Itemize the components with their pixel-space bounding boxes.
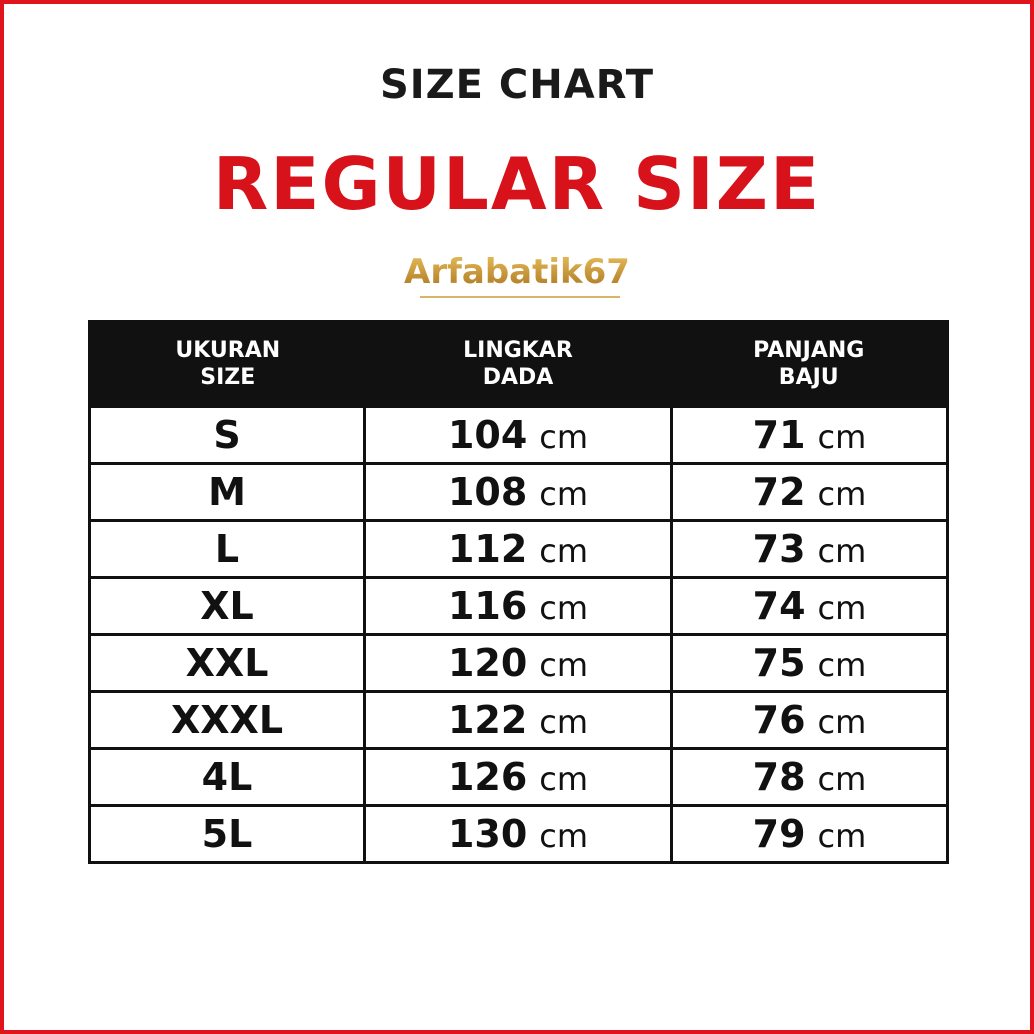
chest-cell: 112 cm [363, 519, 673, 579]
page-subtitle: REGULAR SIZE [212, 142, 822, 226]
length-cell: 73 cm [669, 519, 950, 579]
size-table: UKURAN SIZE LINGKAR DADA PANJANG BAJU S 104… [88, 320, 950, 864]
length-cell: 79 cm [669, 804, 950, 864]
length-cell: 74 cm [669, 576, 950, 636]
table-row: XXXL 122 cm 76 cm [88, 690, 950, 750]
table-row: 5L 130 cm 79 cm [88, 804, 950, 864]
size-cell: 5L [88, 804, 366, 864]
size-cell: 4L [88, 747, 366, 807]
chest-cell: 108 cm [363, 462, 673, 522]
header-length: PANJANG BAJU [671, 321, 948, 407]
size-cell: S [88, 405, 366, 465]
table-row: S 104 cm 71 cm [88, 405, 950, 465]
header-chest: LINGKAR DADA [364, 321, 672, 407]
size-cell: L [88, 519, 366, 579]
brand-logo: Arfabatik67 [0, 252, 1034, 292]
chest-cell: 120 cm [363, 633, 673, 693]
table-header: UKURAN SIZE LINGKAR DADA PANJANG BAJU [89, 321, 948, 407]
table-row: M 108 cm 72 cm [88, 462, 950, 522]
size-cell: XXL [88, 633, 366, 693]
table-row: 4L 126 cm 78 cm [88, 747, 950, 807]
chest-cell: 104 cm [363, 405, 673, 465]
length-cell: 75 cm [669, 633, 950, 693]
chest-cell: 130 cm [363, 804, 673, 864]
length-cell: 71 cm [669, 405, 950, 465]
chest-cell: 116 cm [363, 576, 673, 636]
chest-cell: 126 cm [363, 747, 673, 807]
page-title: SIZE CHART [379, 62, 655, 108]
length-cell: 72 cm [669, 462, 950, 522]
chest-cell: 122 cm [363, 690, 673, 750]
table-row: XXL 120 cm 75 cm [88, 633, 950, 693]
table-row: L 112 cm 73 cm [88, 519, 950, 579]
size-cell: XL [88, 576, 366, 636]
size-cell: XXXL [88, 690, 366, 750]
header-size: UKURAN SIZE [89, 321, 365, 407]
size-cell: M [88, 462, 366, 522]
length-cell: 78 cm [669, 747, 950, 807]
table-row: XL 116 cm 74 cm [88, 576, 950, 636]
logo-ornament [420, 296, 620, 298]
length-cell: 76 cm [669, 690, 950, 750]
